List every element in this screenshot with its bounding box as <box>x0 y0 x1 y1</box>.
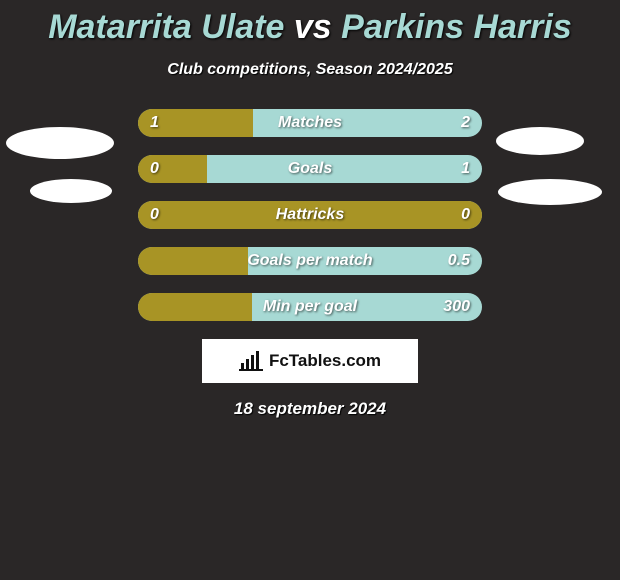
bar-label: Min per goal <box>138 293 482 321</box>
stat-bar: Goals0 1 <box>138 155 482 183</box>
bar-value-left: 0 <box>150 155 159 183</box>
snapshot-date: 18 september 2024 <box>0 399 620 419</box>
bar-value-right: 300 <box>443 293 470 321</box>
bar-value-right: 0 <box>461 201 470 229</box>
page-title: Matarrita Ulate vs Parkins Harris <box>0 0 620 47</box>
bar-value-right: 1 <box>461 155 470 183</box>
stat-bar: Min per goal300 <box>138 293 482 321</box>
subtitle: Club competitions, Season 2024/2025 <box>0 61 620 79</box>
bar-value-left: 1 <box>150 109 159 137</box>
bar-value-right: 0.5 <box>448 247 470 275</box>
attribution-badge: FcTables.com <box>202 339 418 383</box>
barchart-icon <box>239 351 263 371</box>
stat-bar: Goals per match0.5 <box>138 247 482 275</box>
comparison-bars: Matches12Goals01Hattricks00Goals per mat… <box>138 109 482 321</box>
chart-area: Matches12Goals01Hattricks00Goals per mat… <box>0 109 620 321</box>
avatar-placeholder <box>6 127 114 159</box>
bar-value-left: 0 <box>150 201 159 229</box>
stat-bar: Hattricks0 0 <box>138 201 482 229</box>
title-player1: Matarrita Ulate <box>48 8 284 46</box>
title-player2: Parkins Harris <box>341 8 572 46</box>
bar-label: Goals per match <box>138 247 482 275</box>
stat-bar: Matches1 2 <box>138 109 482 137</box>
infographic-root: Matarrita Ulate vs Parkins Harris Club c… <box>0 0 620 580</box>
bar-label: Hattricks <box>138 201 482 229</box>
bar-label: Matches <box>138 109 482 137</box>
attribution-text: FcTables.com <box>269 351 381 371</box>
avatar-placeholder <box>498 179 602 205</box>
bar-label: Goals <box>138 155 482 183</box>
avatar-placeholder <box>496 127 584 155</box>
title-vs: vs <box>294 8 332 46</box>
bar-value-right: 2 <box>461 109 470 137</box>
avatar-placeholder <box>30 179 112 203</box>
